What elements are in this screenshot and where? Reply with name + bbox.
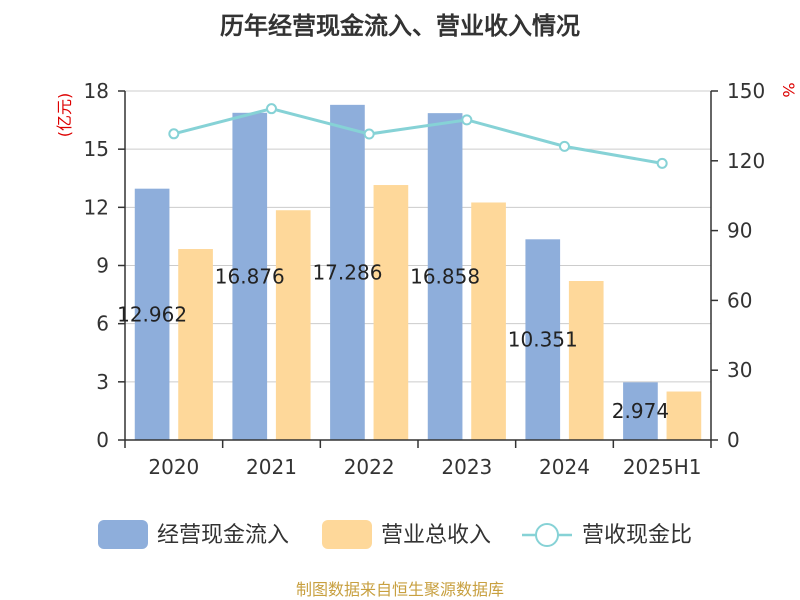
bar-revenue: [471, 202, 506, 440]
point-ratio: [266, 103, 277, 115]
bar-cash-inflow: [330, 104, 365, 441]
point-ratio: [559, 140, 570, 152]
data-label-cash-inflow: 16.858: [410, 265, 480, 289]
point-ratio: [168, 128, 180, 140]
bar-revenue: [666, 391, 702, 440]
data-label-cash-inflow: 12.962: [117, 302, 187, 326]
bar-revenue: [178, 249, 213, 440]
y-left-tick-label: 9: [96, 254, 109, 278]
bar-revenue: [373, 185, 409, 440]
legend-label-cash-inflow: 经营现金流入: [157, 523, 289, 548]
data-label-cash-inflow: 10.351: [508, 328, 578, 352]
line-ratio: [173, 107, 663, 165]
x-tick-label: 2020: [148, 455, 199, 479]
grid-lines: [125, 90, 711, 383]
point-ratio: [461, 114, 473, 126]
legend-swatch-cash-inflow: [98, 520, 148, 549]
y-right-tick-label: 30: [727, 358, 752, 382]
chart-title: 历年经营现金流入、营业收入情况: [220, 12, 580, 40]
x-tick-label: 2024: [539, 455, 590, 479]
bar-cash-inflow: [427, 113, 463, 440]
bar-revenue: [275, 210, 311, 440]
data-label-cash-inflow: 16.876: [215, 264, 285, 288]
right-axis-unit: %: [779, 82, 798, 97]
data-label-cash-inflow: 2.974: [612, 399, 669, 423]
legend: 经营现金流入 营业总收入 营收现金比: [98, 520, 692, 549]
legend-swatch-revenue: [322, 520, 372, 549]
y-right-tick-label: 60: [727, 288, 752, 312]
y-right-tick-label: 0: [727, 428, 740, 452]
x-tick-label: 2022: [344, 455, 395, 479]
legend-label-ratio: 营收现金比: [582, 523, 692, 548]
legend-label-revenue: 营业总收入: [381, 523, 491, 548]
y-left-tick-label: 3: [96, 370, 109, 394]
bars: [134, 104, 702, 441]
y-left-tick-label: 0: [96, 428, 109, 452]
axes: 0 3 6 9 12 15 18 0 30 60 90 120 150 2020 2021 2022 2023 2…: [84, 79, 766, 479]
y-right-tick-label: 90: [727, 219, 752, 243]
left-axis-unit: (亿元): [55, 93, 74, 138]
data-labels: 12.962 16.876 17.286 16.858 10.351 2.974: [117, 260, 669, 423]
y-right-tick-label: 120: [727, 149, 765, 173]
bar-cash-inflow: [232, 112, 268, 440]
bar-cash-inflow: [134, 188, 170, 440]
x-tick-label: 2025H1: [623, 455, 702, 479]
legend-marker-ratio: [535, 523, 559, 547]
point-ratio: [363, 128, 375, 140]
source-note: 制图数据来自恒生聚源数据库: [296, 580, 504, 599]
bar-revenue: [568, 281, 604, 440]
x-tick-label: 2021: [246, 455, 297, 479]
x-tick-label: 2023: [441, 455, 492, 479]
y-right-tick-label: 150: [727, 79, 765, 103]
y-left-tick-label: 6: [96, 312, 109, 336]
y-left-tick-label: 15: [84, 137, 109, 161]
bar-cash-inflow: [623, 382, 658, 440]
ratio-line: [168, 103, 668, 169]
bar-cash-inflow: [525, 239, 561, 440]
data-label-cash-inflow: 17.286: [312, 260, 382, 284]
y-left-tick-label: 18: [84, 79, 109, 103]
point-ratio: [656, 157, 668, 169]
y-left-tick-label: 12: [84, 195, 109, 219]
